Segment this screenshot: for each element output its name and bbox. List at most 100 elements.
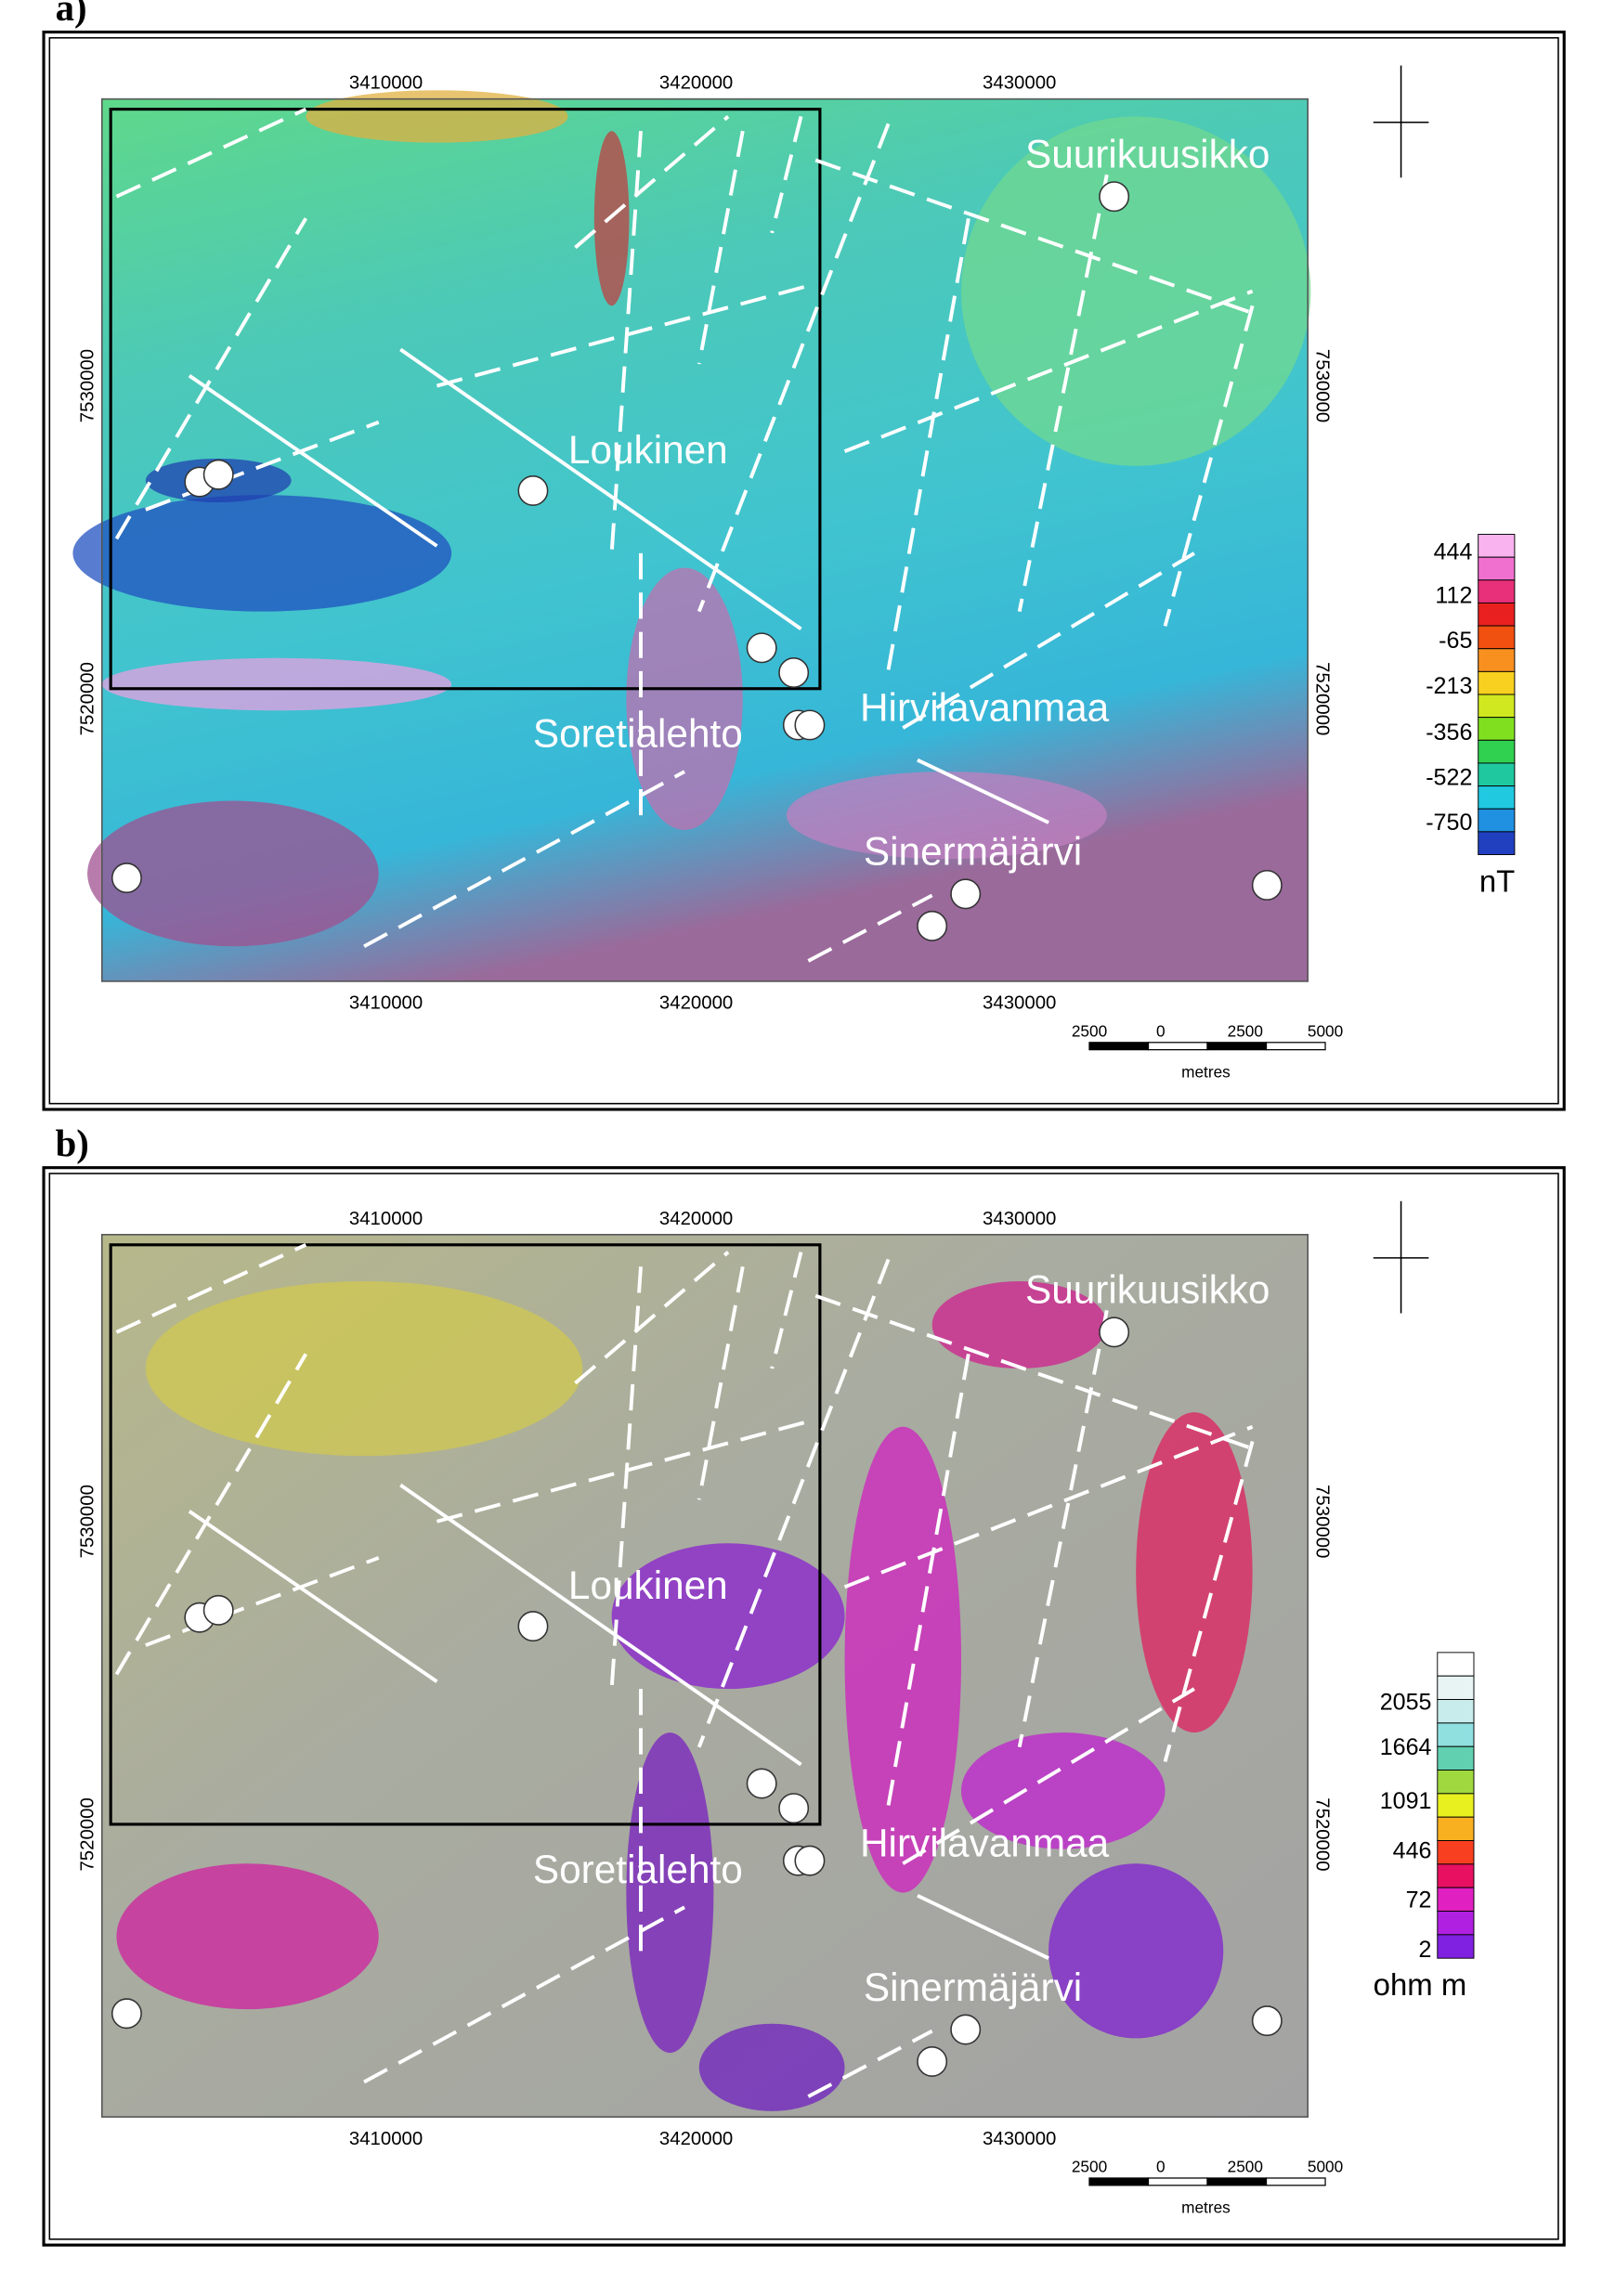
- profile-line: [188, 373, 438, 548]
- legend-swatch: [1478, 694, 1516, 719]
- map-texture: [87, 800, 379, 947]
- fault-line: [697, 130, 745, 365]
- site-marker: [1251, 869, 1283, 901]
- fault-line: [770, 1252, 803, 1369]
- legend-label: -750: [1426, 810, 1472, 836]
- scale-bar-label: 2500: [1072, 1022, 1107, 1041]
- legend-label: -356: [1426, 720, 1472, 746]
- legend-swatch: [1437, 1863, 1475, 1888]
- legend-swatch: [1478, 648, 1516, 672]
- scale-bar-label: 2500: [1228, 1022, 1263, 1041]
- fault-line: [1017, 1309, 1109, 1748]
- map-texture: [844, 1426, 961, 1893]
- legend-label: -213: [1426, 673, 1472, 699]
- scale-bar-segment: [1147, 2177, 1208, 2186]
- legend-swatch: [1478, 739, 1516, 764]
- legend-swatch: [1437, 1652, 1475, 1677]
- map: [72, 90, 1311, 981]
- legend-swatch: [1478, 808, 1516, 833]
- scale-bar-segment: [1206, 1042, 1268, 1051]
- map-border: [100, 97, 1309, 982]
- scale-bar-unit: metres: [1181, 2199, 1231, 2217]
- frame-inner: [48, 36, 1559, 1105]
- legend-unit: ohm m: [1374, 1967, 1467, 2002]
- fault-line: [1163, 305, 1255, 627]
- legend-label: 112: [1435, 583, 1472, 609]
- scale-bar-label: 2500: [1228, 2158, 1263, 2176]
- site-marker: [917, 910, 948, 941]
- site-marker: [202, 459, 234, 490]
- legend-label: 2: [1419, 1937, 1432, 1963]
- site-marker: [1099, 181, 1130, 213]
- y-tick-label: 7520000: [1312, 1797, 1333, 1871]
- fault-line: [609, 131, 643, 554]
- scale-bar-label: 5000: [1308, 2158, 1343, 2176]
- map-texture: [626, 567, 743, 830]
- fault-line: [807, 893, 933, 963]
- legend-swatch: [1437, 1887, 1475, 1912]
- legend-swatch: [1437, 1840, 1475, 1865]
- fault-line: [115, 1243, 307, 1334]
- fault-line: [902, 551, 1195, 730]
- profile-line: [917, 758, 1049, 824]
- fault-line: [770, 115, 803, 234]
- map: [101, 1234, 1309, 2118]
- x-tick-label: 3410000: [349, 2129, 423, 2149]
- scale-bar-label: 5000: [1308, 1022, 1343, 1041]
- fault-line: [574, 114, 730, 250]
- fault-line: [843, 1424, 1254, 1589]
- fault-line: [436, 281, 816, 388]
- site-marker: [517, 1611, 549, 1642]
- frame-outer: [42, 30, 1566, 1111]
- scale-bar-segment: [1088, 2177, 1150, 2186]
- map-texture: [145, 1280, 583, 1457]
- y-tick-label: 7520000: [77, 1797, 98, 1871]
- place-name: Soretialehto: [533, 1848, 743, 1891]
- profile-line: [917, 1893, 1049, 1960]
- scale-bar-segment: [1265, 1042, 1326, 1051]
- scale-bar-label: 2500: [1072, 2158, 1107, 2176]
- scale-bar-unit: metres: [1181, 1062, 1231, 1081]
- fault-line: [1163, 1440, 1255, 1762]
- panel: b) Suurikuusikko Loukinen Hirvilavanmaa Sore…: [42, 1122, 1566, 2247]
- y-tick-label: 7530000: [77, 349, 98, 422]
- fault-line: [574, 1251, 730, 1385]
- legend-swatch: [1437, 1675, 1475, 1701]
- map-texture: [960, 1732, 1166, 1849]
- fault-line: [115, 107, 307, 199]
- x-tick-label: 3410000: [349, 1209, 423, 1229]
- legend-swatch: [1478, 556, 1516, 581]
- legend-label: -65: [1439, 628, 1472, 654]
- site-marker: [746, 632, 777, 664]
- y-tick-label: 7520000: [1312, 662, 1333, 735]
- inset-box: [109, 1243, 822, 1826]
- scale-bar-segment: [1147, 1042, 1208, 1051]
- map-texture: [786, 772, 1107, 860]
- map-texture: [626, 1732, 714, 2054]
- legend-swatch: [1437, 1699, 1475, 1724]
- site-marker: [950, 878, 982, 910]
- x-tick-label: 3410000: [349, 993, 423, 1014]
- legend-swatch: [1478, 762, 1516, 787]
- fault-line: [114, 217, 308, 540]
- place-name: Soretialehto: [533, 712, 743, 756]
- inset-box: [109, 108, 822, 691]
- site-marker: [746, 1768, 777, 1799]
- place-name: Sinermäjärvi: [864, 830, 1082, 874]
- scale-bar-label: 0: [1156, 2158, 1166, 2176]
- fault-line: [363, 1905, 685, 2084]
- fault-line: [697, 1258, 891, 1748]
- fault-line: [807, 2029, 933, 2098]
- y-tick-label: 7530000: [1312, 1485, 1333, 1558]
- fault-line: [1017, 174, 1109, 613]
- site-marker: [111, 1998, 142, 2030]
- legend-label: 2055: [1380, 1689, 1432, 1715]
- map-texture: [931, 1280, 1107, 1369]
- place-name: Sinermäjärvi: [864, 1965, 1082, 2009]
- legend-label: 72: [1406, 1887, 1432, 1913]
- site-marker: [794, 1845, 826, 1876]
- panel-label: a): [56, 0, 87, 29]
- legend-unit: nT: [1479, 864, 1515, 899]
- x-tick-label: 3430000: [983, 993, 1056, 1014]
